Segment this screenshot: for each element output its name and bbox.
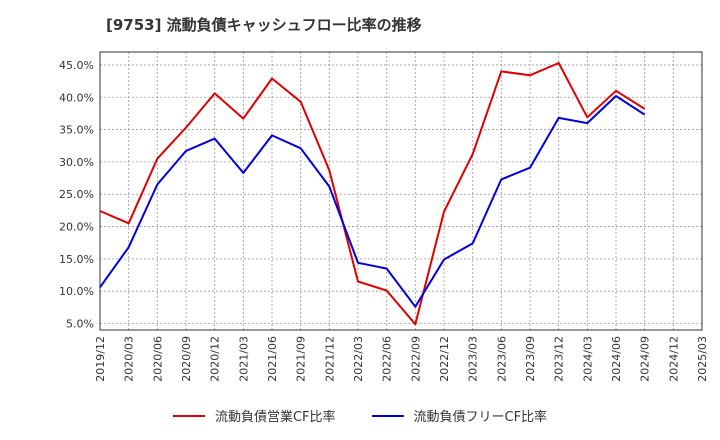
- legend-item-free-cf: 流動負債フリーCF比率: [371, 406, 548, 425]
- chart-title: [9753] 流動負債キャッシュフロー比率の推移: [106, 16, 422, 34]
- x-tick-label: 2022/12: [438, 336, 451, 382]
- legend-item-operating-cf: 流動負債営業CF比率: [172, 406, 336, 425]
- x-tick-label: 2024/03: [581, 336, 594, 382]
- y-tick-label: 35.0%: [59, 124, 94, 137]
- x-tick-label: 2023/09: [524, 336, 537, 382]
- x-tick-label: 2022/03: [352, 336, 365, 382]
- legend-swatch-operating-cf: [172, 414, 205, 417]
- plot-area: [100, 52, 702, 330]
- x-tick-label: 2022/06: [381, 336, 394, 382]
- x-tick-label: 2021/09: [295, 336, 308, 382]
- legend-label-free-cf: 流動負債フリーCF比率: [413, 410, 548, 425]
- x-tick-label: 2021/12: [323, 336, 336, 382]
- y-tick-label: 5.0%: [66, 318, 94, 331]
- y-tick-label: 15.0%: [59, 253, 94, 266]
- x-tick-label: 2022/09: [409, 336, 422, 382]
- chart-legend: 流動負債営業CF比率 流動負債フリーCF比率: [0, 406, 720, 425]
- x-tick-label: 2024/06: [610, 336, 623, 382]
- x-tick-label: 2024/09: [639, 336, 652, 382]
- x-tick-label: 2020/09: [180, 336, 193, 382]
- x-tick-label: 2020/06: [151, 336, 164, 382]
- x-tick-label: 2020/12: [209, 336, 222, 382]
- x-tick-label: 2025/03: [696, 336, 709, 382]
- series-line-operating-cf: [99, 62, 646, 326]
- y-tick-label: 40.0%: [59, 91, 94, 104]
- series-line-free-cf: [99, 95, 646, 308]
- legend-label-operating-cf: 流動負債営業CF比率: [214, 410, 336, 425]
- x-tick-label: 2019/12: [94, 336, 107, 382]
- y-tick-label: 30.0%: [59, 156, 94, 169]
- plot-border: [99, 51, 703, 331]
- x-tick-label: 2023/12: [553, 336, 566, 382]
- y-tick-label: 20.0%: [59, 221, 94, 234]
- x-tick-label: 2021/03: [237, 336, 250, 382]
- x-tick-label: 2021/06: [266, 336, 279, 382]
- y-tick-label: 45.0%: [59, 59, 94, 72]
- x-tick-label: 2020/03: [123, 336, 136, 382]
- x-tick-label: 2023/06: [495, 336, 508, 382]
- x-tick-label: 2023/03: [467, 336, 480, 382]
- legend-swatch-free-cf: [371, 414, 404, 417]
- y-tick-label: 25.0%: [59, 188, 94, 201]
- y-tick-label: 10.0%: [59, 285, 94, 298]
- x-tick-label: 2024/12: [667, 336, 680, 382]
